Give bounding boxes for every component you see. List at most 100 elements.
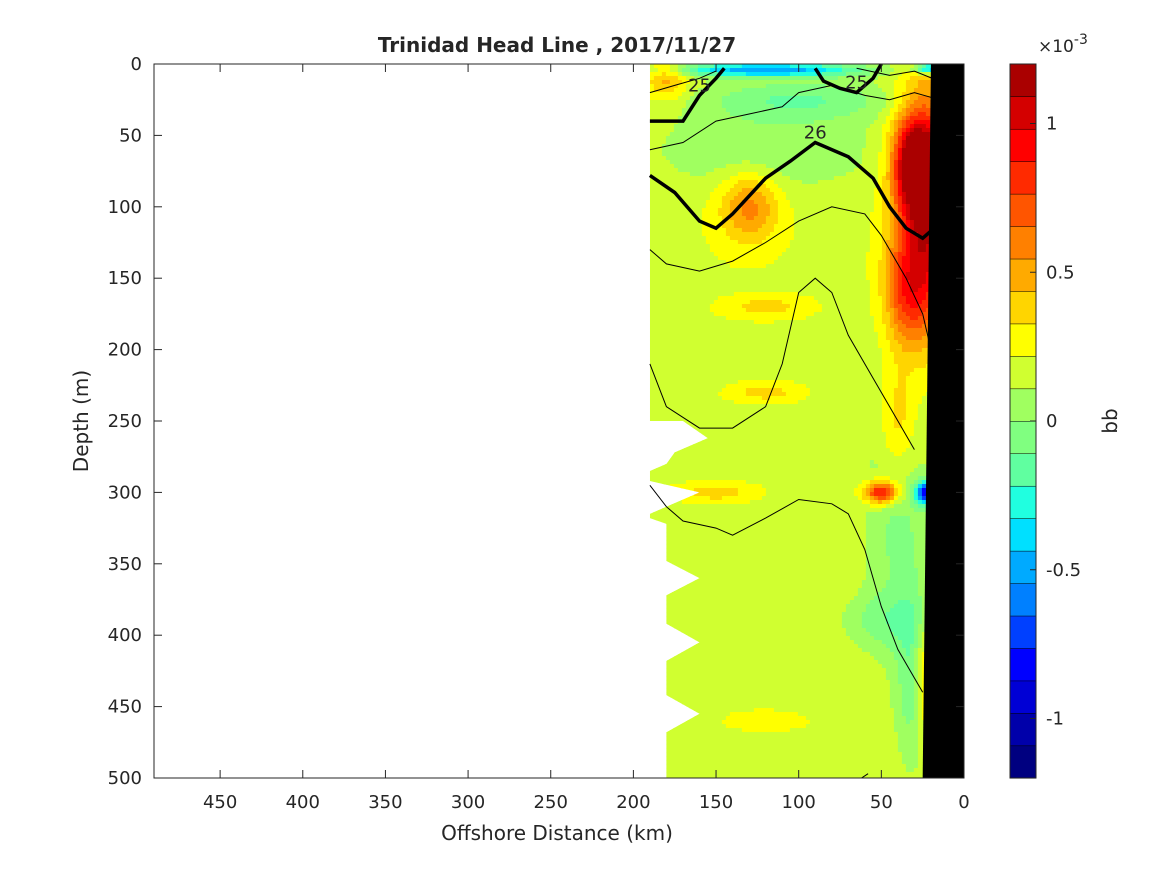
heatmap-cell	[749, 112, 755, 117]
heatmap-cell	[669, 284, 675, 289]
heatmap-cell	[925, 180, 931, 185]
heatmap-cell	[781, 180, 787, 185]
heatmap-cell	[893, 160, 899, 165]
heatmap-cell	[705, 176, 711, 181]
heatmap-cell	[701, 248, 707, 253]
heatmap-cell	[913, 176, 919, 181]
heatmap-cell	[729, 96, 735, 101]
heatmap-cell	[841, 240, 847, 245]
heatmap-cell	[837, 256, 843, 261]
heatmap-cell	[661, 152, 667, 157]
heatmap-cell	[745, 120, 751, 125]
heatmap-cell	[881, 176, 887, 181]
heatmap-cell	[909, 92, 915, 97]
heatmap-cell	[677, 152, 683, 157]
heatmap-cell	[697, 144, 703, 149]
heatmap-cell	[833, 288, 839, 293]
heatmap-cell	[697, 160, 703, 165]
heatmap-cell	[925, 108, 931, 113]
heatmap-cell	[685, 96, 691, 101]
heatmap-cell	[825, 172, 831, 177]
heatmap-cell	[673, 244, 679, 249]
heatmap-cell	[821, 272, 827, 277]
heatmap-cell	[889, 76, 895, 81]
heatmap-cell	[709, 132, 715, 137]
heatmap-cell	[837, 272, 843, 277]
heatmap-cell	[709, 288, 715, 293]
heatmap-cell	[869, 236, 875, 241]
heatmap-cell	[701, 124, 707, 129]
heatmap-cell	[693, 192, 699, 197]
heatmap-cell	[833, 128, 839, 133]
heatmap-cell	[917, 200, 923, 205]
heatmap-cell	[685, 152, 691, 157]
heatmap-cell	[861, 172, 867, 177]
heatmap-cell	[685, 260, 691, 265]
heatmap-cell	[649, 156, 655, 161]
heatmap-cell	[669, 64, 675, 69]
heatmap-cell	[689, 96, 695, 101]
heatmap-cell	[865, 240, 871, 245]
heatmap-cell	[865, 180, 871, 185]
heatmap-cell	[649, 284, 655, 289]
heatmap-cell	[677, 96, 683, 101]
heatmap-cell	[809, 288, 815, 293]
heatmap-cell	[717, 108, 723, 113]
heatmap-cell	[837, 72, 843, 77]
heatmap-cell	[893, 288, 899, 293]
heatmap-cell	[893, 280, 899, 285]
heatmap-cell	[677, 244, 683, 249]
heatmap-cell	[745, 172, 751, 177]
heatmap-cell	[849, 72, 855, 77]
heatmap-cell	[749, 116, 755, 121]
heatmap-cell	[837, 196, 843, 201]
heatmap-cell	[765, 240, 771, 245]
heatmap-cell	[821, 220, 827, 225]
heatmap-cell	[853, 172, 859, 177]
heatmap-cell	[773, 100, 779, 105]
heatmap-cell	[753, 160, 759, 165]
heatmap-cell	[813, 292, 819, 297]
heatmap-cell	[785, 212, 791, 217]
heatmap-cell	[829, 196, 835, 201]
heatmap-cell	[801, 304, 807, 309]
heatmap-cell	[917, 284, 923, 289]
heatmap-cell	[729, 252, 735, 257]
heatmap-cell	[729, 204, 735, 209]
heatmap-cell	[781, 276, 787, 281]
heatmap-cell	[781, 268, 787, 273]
heatmap-cell	[925, 160, 931, 165]
heatmap-cell	[781, 84, 787, 89]
heatmap-cell	[777, 176, 783, 181]
heatmap-cell	[649, 268, 655, 273]
heatmap-cell	[649, 180, 655, 185]
heatmap-cell	[705, 152, 711, 157]
heatmap-cell	[673, 124, 679, 129]
heatmap-cell	[789, 224, 795, 229]
heatmap-cell	[653, 240, 659, 245]
heatmap-cell	[705, 128, 711, 133]
heatmap-cell	[777, 112, 783, 117]
heatmap-cell	[717, 120, 723, 125]
heatmap-cell	[717, 96, 723, 101]
heatmap-cell	[897, 152, 903, 157]
heatmap-cell	[701, 132, 707, 137]
heatmap-cell	[705, 264, 711, 269]
heatmap-cell	[681, 176, 687, 181]
heatmap-cell	[681, 300, 687, 305]
heatmap-cell	[705, 308, 711, 313]
heatmap-cell	[905, 256, 911, 261]
heatmap-cell	[805, 188, 811, 193]
heatmap-cell	[921, 300, 927, 305]
heatmap-cell	[809, 252, 815, 257]
heatmap-cell	[897, 156, 903, 161]
heatmap-cell	[825, 124, 831, 129]
heatmap-cell	[665, 216, 671, 221]
heatmap-cell	[869, 308, 875, 313]
heatmap-cell	[741, 112, 747, 117]
heatmap-cell	[717, 176, 723, 181]
heatmap-cell	[869, 160, 875, 165]
heatmap-cell	[657, 196, 663, 201]
heatmap-cell	[653, 208, 659, 213]
heatmap-cell	[753, 120, 759, 125]
